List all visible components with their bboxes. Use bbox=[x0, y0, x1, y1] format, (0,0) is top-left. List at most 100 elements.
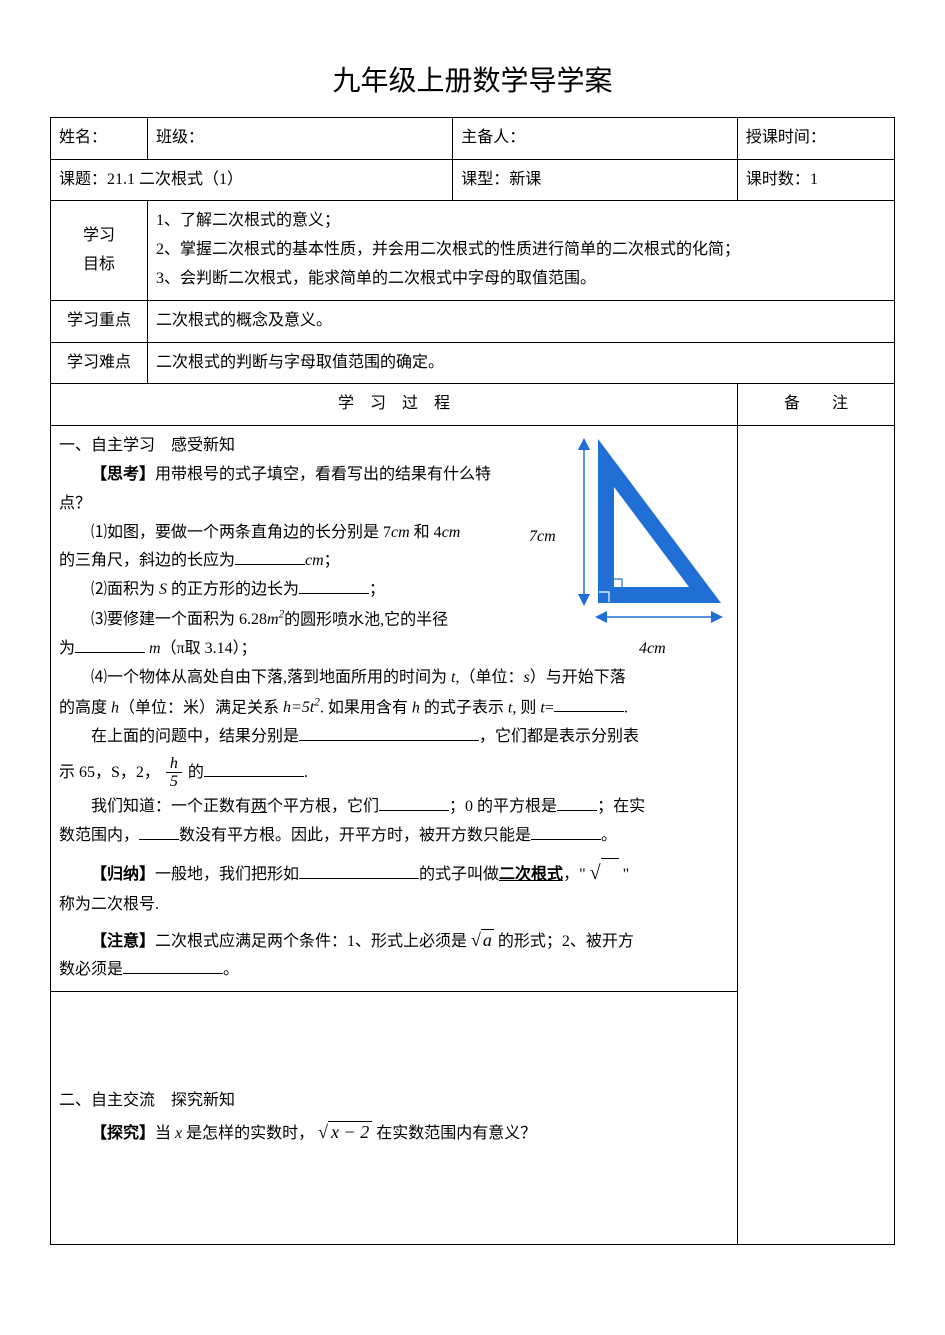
q1-b: 和 4 bbox=[410, 524, 442, 541]
q4-eq: h=5t2 bbox=[283, 699, 320, 716]
note-a: 二次根式应满足两个条件：1、形式上必须是 bbox=[155, 933, 467, 950]
note-label: 【注意】 bbox=[91, 933, 155, 950]
fig-label-4cm: 4cm bbox=[639, 635, 666, 664]
explore-b: 是怎样的实数时， bbox=[182, 1125, 314, 1142]
q1-a: ⑴如图，要做一个两条直角边的长分别是 7 bbox=[91, 524, 391, 541]
explore-label: 【探究】 bbox=[91, 1125, 155, 1142]
q5-a: 在上面的问题中，结果分别是 bbox=[91, 728, 299, 745]
q4-line2: 的高度 h（单位：米）满足关系 h=5t2. 如果用含有 h 的式子表示 t, … bbox=[59, 693, 729, 723]
q4-t3: t bbox=[540, 699, 544, 716]
q3-m2: m2 bbox=[267, 611, 284, 628]
hours-cell: 课时数：1 bbox=[737, 159, 894, 201]
q3-d: （π取 3.14）； bbox=[161, 640, 257, 657]
q2-S: S bbox=[159, 581, 167, 598]
notes-cell bbox=[738, 426, 895, 1245]
q2-b: 的正方形的边长为 bbox=[167, 581, 299, 598]
explore: 【探究】当 x 是怎样的实数时， √x − 2 在实数范围内有意义？ bbox=[59, 1116, 729, 1149]
q3-m: m bbox=[149, 640, 161, 657]
class-cell: 班级： bbox=[148, 117, 453, 159]
q4-d: 的高度 bbox=[59, 699, 111, 716]
q4-g: 的式子表示 bbox=[420, 699, 508, 716]
q1-cm3: cm bbox=[305, 552, 324, 569]
keypoint-value: 二次根式的概念及意义。 bbox=[148, 300, 895, 342]
q6-b: 个平方根，它们 bbox=[267, 798, 379, 815]
q6-a: 我们知道：一个正数有 bbox=[91, 798, 251, 815]
q4-h: , 则 bbox=[512, 699, 540, 716]
summary-c: ，" bbox=[563, 866, 586, 883]
process-header-row: 学 习 过 程 备 注 bbox=[51, 384, 895, 426]
q6-line2: 数范围内，数没有平方根。因此，开平方时，被开方数只能是。 bbox=[59, 822, 729, 851]
sqrt-a: √a bbox=[471, 929, 494, 950]
section1-content: 7cm 4cm 一、自主学习 感受新知 【思考】用带根号的式子填空，看看写出的结… bbox=[51, 426, 738, 992]
fraction-h5: h5 bbox=[166, 755, 182, 791]
q4-b: ,（单位： bbox=[455, 669, 523, 686]
summary-e: 称为二次根号. bbox=[59, 896, 159, 913]
keypoint-label: 学习重点 bbox=[51, 300, 148, 342]
note-b: 的形式；2、被开方 bbox=[498, 933, 634, 950]
blank bbox=[379, 794, 449, 811]
note-line2: 数必须是。 bbox=[59, 956, 729, 985]
sqrt-symbol: √ bbox=[590, 862, 619, 884]
keypoint-row: 学习重点 二次根式的概念及意义。 bbox=[51, 300, 895, 342]
lecture-time-cell: 授课时间： bbox=[737, 117, 894, 159]
q5-d: 的 bbox=[188, 764, 204, 781]
preparer-cell: 主备人： bbox=[453, 117, 738, 159]
q5-b: ，它们都是表示分别表 bbox=[479, 728, 639, 745]
explore-c: 在实数范围内有意义？ bbox=[376, 1125, 536, 1142]
triangle-svg bbox=[529, 432, 729, 642]
q1-cm2: cm bbox=[442, 524, 461, 541]
blank bbox=[531, 823, 601, 840]
sqrt-x-2: √x − 2 bbox=[318, 1121, 372, 1142]
blank bbox=[299, 724, 479, 741]
topic-value: 21.1 二次根式（1） bbox=[107, 171, 243, 188]
blank bbox=[235, 548, 305, 565]
q6-d: ；在实 bbox=[597, 798, 645, 815]
q5-c: 示 65，S，2， bbox=[59, 764, 160, 781]
difficulty-label: 学习难点 bbox=[51, 342, 148, 384]
summary-d: " bbox=[623, 866, 630, 883]
difficulty-value: 二次根式的判断与字母取值范围的确定。 bbox=[148, 342, 895, 384]
blank bbox=[75, 636, 145, 653]
q4-a: ⑷一个物体从高处自由下落,落到地面所用的时间为 bbox=[91, 669, 451, 686]
topic-label: 课题： bbox=[59, 171, 107, 188]
section2-title: 二、自主交流 探究新知 bbox=[59, 1087, 729, 1116]
blank bbox=[554, 695, 624, 712]
note-d: 。 bbox=[223, 961, 239, 978]
q4: ⑷一个物体从高处自由下落,落到地面所用的时间为 t,（单位：s）与开始下落 bbox=[59, 664, 729, 693]
q6-e: 数范围内， bbox=[59, 827, 139, 844]
q4-h1: h bbox=[111, 699, 119, 716]
blank bbox=[557, 794, 597, 811]
blank bbox=[123, 957, 223, 974]
summary-line2: 称为二次根号. bbox=[59, 891, 729, 920]
q4-c: ）与开始下落 bbox=[530, 669, 626, 686]
objective-2: 2、掌握二次根式的基本性质，并会用二次根式的性质进行简单的二次根式的化简； bbox=[156, 236, 886, 265]
q6-c: ；0 的平方根是 bbox=[449, 798, 557, 815]
q4-e: （单位：米）满足关系 bbox=[119, 699, 283, 716]
topic-cell: 课题：21.1 二次根式（1） bbox=[51, 159, 453, 201]
q5: 在上面的问题中，结果分别是 ，它们都是表示分别表 bbox=[59, 723, 729, 752]
section1-row: 7cm 4cm 一、自主学习 感受新知 【思考】用带根号的式子填空，看看写出的结… bbox=[51, 426, 895, 992]
summary-a: 一般地，我们把形如 bbox=[155, 866, 299, 883]
process-header: 学 习 过 程 bbox=[51, 384, 738, 426]
difficulty-row: 学习难点 二次根式的判断与字母取值范围的确定。 bbox=[51, 342, 895, 384]
q3-a: ⑶要修建一个面积为 6.28 bbox=[91, 611, 267, 628]
triangle-figure: 7cm 4cm bbox=[529, 432, 729, 642]
worksheet-table: 姓名： 班级： 主备人： 授课时间： 课题：21.1 二次根式（1） 课型：新课… bbox=[50, 117, 895, 1245]
blank bbox=[299, 577, 369, 594]
type-label: 课型： bbox=[461, 171, 509, 188]
summary: 【归纳】一般地，我们把形如的式子叫做二次根式，" √ " bbox=[59, 855, 729, 891]
q1-c: 的三角尺，斜边的长应为 bbox=[59, 552, 235, 569]
q2-a: ⑵面积为 bbox=[91, 581, 159, 598]
q3-b: 的圆形喷水池,它的半径 bbox=[284, 611, 448, 628]
q4-h2: h bbox=[412, 699, 420, 716]
header-row: 姓名： 班级： 主备人： 授课时间： bbox=[51, 117, 895, 159]
q6-two: 两 bbox=[251, 798, 267, 815]
fig-label-7cm: 7cm bbox=[529, 523, 556, 552]
summary-b: 的式子叫做 bbox=[419, 866, 499, 883]
q6-g: 。 bbox=[601, 827, 617, 844]
section2-content: 二、自主交流 探究新知 【探究】当 x 是怎样的实数时， √x − 2 在实数范… bbox=[51, 992, 738, 1245]
hours-value: 1 bbox=[810, 171, 818, 188]
blank bbox=[204, 760, 304, 777]
summary-term: 二次根式 bbox=[499, 866, 563, 883]
objectives-content: 1、了解二次根式的意义； 2、掌握二次根式的基本性质，并会用二次根式的性质进行简… bbox=[148, 201, 895, 300]
